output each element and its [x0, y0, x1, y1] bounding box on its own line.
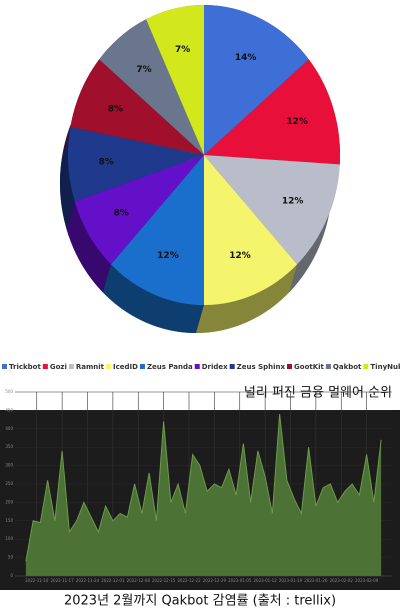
- legend-label: Qakbot: [333, 363, 362, 371]
- area-caption: 2023년 2월까지 Qakbot 감염률 (출처 : trellix): [64, 594, 336, 609]
- pie-slice: [99, 19, 204, 156]
- x-tick-label: 2022-12-08: [127, 578, 151, 583]
- pie-slice: [146, 5, 204, 155]
- slice-label: 7%: [136, 65, 151, 75]
- x-tick-label: 2023-01-26: [304, 578, 328, 583]
- y-tick-label: 450: [5, 407, 13, 412]
- x-tick-label: 2022-11-17: [51, 578, 75, 583]
- pie-slice: [74, 155, 204, 265]
- slice-label: 12%: [229, 251, 251, 261]
- slice-label: 7%: [175, 45, 190, 55]
- legend-label: Trickbot: [9, 363, 41, 371]
- x-tick-label: 2023-01-19: [279, 578, 303, 583]
- y-tick-label: 500: [5, 389, 13, 394]
- legend-label: Zeus Panda: [147, 363, 193, 371]
- legend-label: Zeus Sphinx: [237, 363, 286, 371]
- pie-slice: [68, 126, 204, 202]
- legend-swatch: [194, 364, 200, 369]
- area-line: [25, 414, 382, 562]
- pie-slice: [204, 155, 298, 305]
- pie-slice: [70, 59, 204, 156]
- area-fill: [25, 414, 382, 576]
- y-tick-label: 300: [5, 463, 13, 468]
- legend-swatch: [106, 364, 111, 369]
- x-tick-label: 2023-01-05: [228, 578, 252, 583]
- slice-label: 8%: [114, 208, 129, 218]
- legend-swatch: [363, 364, 369, 369]
- pie-slice: [204, 155, 340, 265]
- y-tick-label: 200: [5, 499, 13, 504]
- x-tick-label: 2022-11-10: [25, 578, 49, 583]
- legend-swatch: [139, 364, 145, 369]
- x-tick-label: 2022-11-24: [76, 578, 100, 583]
- x-tick-label: 2023-02-02: [330, 578, 354, 583]
- x-tick-label: 2022-12-29: [203, 578, 227, 583]
- slice-label: 12%: [282, 196, 304, 206]
- legend-label: Gozi: [50, 363, 67, 371]
- legend-swatch: [287, 364, 293, 369]
- legend-swatch: [68, 364, 74, 369]
- x-tick-label: 2023-01-12: [254, 578, 278, 583]
- slice-label: 8%: [108, 105, 123, 115]
- slice-label: 14%: [235, 53, 257, 63]
- pie-slice: [204, 59, 340, 165]
- y-tick-label: 50: [8, 555, 14, 560]
- pie-slice: [110, 155, 204, 305]
- legend-label: IcedID: [113, 363, 138, 371]
- legend-swatch: [2, 364, 7, 369]
- slice-label: 8%: [99, 157, 114, 167]
- legend-swatch: [325, 364, 331, 369]
- x-tick-label: 2022-12-15: [152, 578, 176, 583]
- x-tick-label: 2023-02-09: [355, 578, 379, 583]
- legend-label: Dridex: [202, 363, 228, 371]
- legend-swatch: [42, 364, 48, 369]
- legend-label: TinyNuke: [370, 363, 400, 371]
- y-tick-label: 400: [5, 426, 13, 431]
- y-tick-label: 100: [5, 536, 13, 541]
- x-tick-label: 2022-12-22: [177, 578, 201, 583]
- y-tick-label: 150: [5, 518, 13, 523]
- x-tick-label: 2022-12-01: [101, 578, 125, 583]
- slice-label: 12%: [286, 117, 308, 127]
- pie-slice: [204, 5, 309, 155]
- y-tick-label: 350: [5, 444, 13, 449]
- y-tick-label: 250: [5, 481, 13, 486]
- legend-label: Ramnit: [76, 363, 105, 371]
- slice-label: 12%: [157, 251, 179, 261]
- legend-label: GootKit: [294, 363, 325, 371]
- legend-swatch: [229, 364, 235, 369]
- y-tick-label: 0: [10, 573, 13, 578]
- pie-caption: 널리 퍼진 금융 멀웨어 순위: [244, 386, 392, 401]
